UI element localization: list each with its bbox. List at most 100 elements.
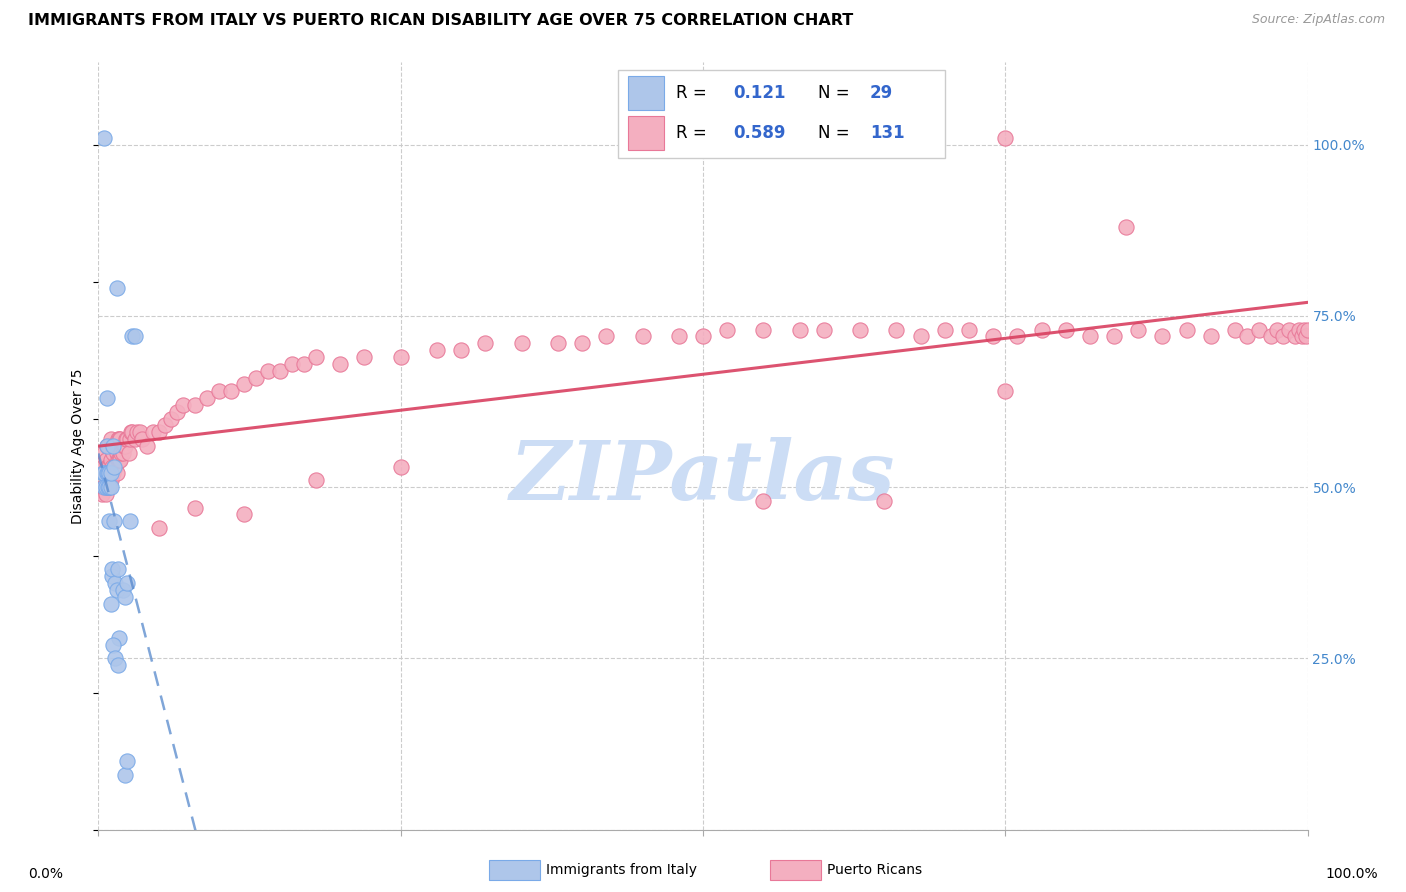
Point	[107, 432, 129, 446]
Point	[96, 480, 118, 494]
Text: N =: N =	[818, 124, 849, 142]
Point	[117, 432, 139, 446]
Point	[93, 480, 115, 494]
Point	[107, 562, 129, 576]
Point	[450, 343, 472, 358]
Point	[101, 446, 124, 460]
Point	[98, 467, 121, 481]
Text: 0.589: 0.589	[734, 124, 786, 142]
Point	[595, 329, 617, 343]
Point	[97, 459, 120, 474]
Text: 100.0%: 100.0%	[1326, 867, 1378, 881]
Text: ZIPatlas: ZIPatlas	[510, 437, 896, 516]
Point	[269, 364, 291, 378]
Point	[292, 357, 315, 371]
Point	[135, 439, 157, 453]
Point	[105, 582, 128, 597]
Point	[101, 638, 124, 652]
Point	[91, 467, 114, 481]
Point	[692, 329, 714, 343]
Point	[1260, 329, 1282, 343]
Point	[97, 439, 120, 453]
Text: Immigrants from Italy: Immigrants from Italy	[546, 863, 696, 877]
Point	[160, 411, 183, 425]
Point	[108, 452, 131, 467]
Point	[1199, 329, 1222, 343]
Point	[100, 467, 122, 481]
Point	[148, 425, 170, 440]
Point	[98, 459, 121, 474]
Point	[103, 514, 125, 528]
Point	[98, 439, 121, 453]
Point	[353, 350, 375, 364]
Point	[245, 370, 267, 384]
Point	[93, 480, 115, 494]
Point	[153, 418, 176, 433]
Point	[91, 480, 114, 494]
Point	[1249, 322, 1271, 336]
Point	[208, 384, 231, 399]
Point	[104, 459, 127, 474]
Point	[100, 439, 122, 453]
Point	[849, 322, 872, 336]
Point	[221, 384, 243, 399]
Point	[994, 130, 1017, 145]
Point	[1288, 322, 1310, 336]
Point	[117, 576, 139, 591]
Point	[547, 336, 569, 351]
Point	[1054, 322, 1077, 336]
Point	[93, 446, 115, 460]
Point	[166, 405, 188, 419]
Point	[789, 322, 811, 336]
Point	[103, 439, 125, 453]
Point	[96, 467, 118, 481]
Point	[305, 473, 328, 487]
FancyBboxPatch shape	[628, 76, 664, 111]
Text: 0.121: 0.121	[734, 84, 786, 102]
Point	[121, 329, 143, 343]
Point	[281, 357, 304, 371]
Point	[100, 569, 122, 583]
Point	[93, 130, 115, 145]
Point	[305, 350, 328, 364]
Point	[98, 480, 121, 494]
Point	[93, 467, 115, 481]
Point	[100, 597, 122, 611]
Point	[111, 446, 134, 460]
Point	[1278, 322, 1301, 336]
Point	[1128, 322, 1150, 336]
Text: 29: 29	[870, 84, 893, 102]
Point	[124, 432, 146, 446]
Point	[117, 754, 139, 768]
Point	[101, 439, 124, 453]
Point	[98, 514, 121, 528]
Point	[108, 432, 131, 446]
Point	[142, 425, 165, 440]
Point	[329, 357, 352, 371]
Point	[124, 329, 146, 343]
Point	[148, 521, 170, 535]
Point	[98, 480, 121, 494]
Point	[107, 452, 129, 467]
Point	[112, 439, 135, 453]
Point	[510, 336, 533, 351]
Point	[813, 322, 835, 336]
Text: 0.0%: 0.0%	[28, 867, 63, 881]
Point	[1115, 219, 1137, 234]
Point	[426, 343, 449, 358]
Point	[100, 473, 122, 487]
Point	[97, 480, 120, 494]
Point	[631, 329, 654, 343]
Point	[94, 480, 117, 494]
Point	[94, 452, 117, 467]
Text: IMMIGRANTS FROM ITALY VS PUERTO RICAN DISABILITY AGE OVER 75 CORRELATION CHART: IMMIGRANTS FROM ITALY VS PUERTO RICAN DI…	[28, 13, 853, 29]
Point	[1078, 329, 1101, 343]
Point	[96, 459, 118, 474]
Point	[105, 281, 128, 295]
Point	[100, 459, 122, 474]
Point	[184, 500, 207, 515]
Point	[1292, 322, 1315, 336]
Point	[110, 446, 132, 460]
Point	[118, 432, 141, 446]
Point	[752, 322, 775, 336]
